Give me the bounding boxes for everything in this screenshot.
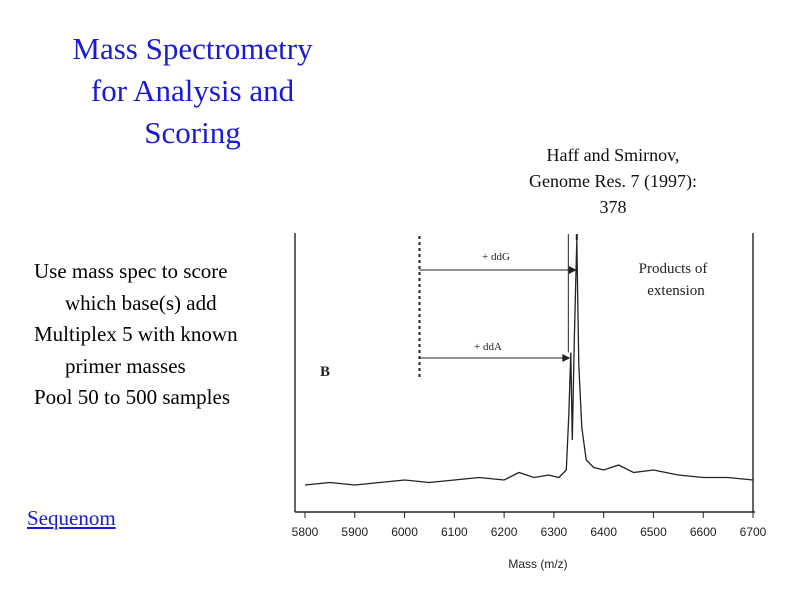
slide-title-line: Mass Spectrometry xyxy=(72,31,313,66)
sequenom-link[interactable]: Sequenom xyxy=(27,506,116,530)
products-label-line: Products of xyxy=(639,261,708,277)
slide-title-line: for Analysis and xyxy=(90,73,295,108)
spectrum-trace xyxy=(304,239,754,486)
x-tick-label: 6200 xyxy=(491,525,518,539)
bullet-item: Pool 50 to 500 samples xyxy=(34,385,231,409)
x-tick-label: 6600 xyxy=(690,525,717,539)
slide-title: Mass Spectrometry for Analysis and Scori… xyxy=(40,28,345,154)
bullet-item: Multiplex 5 with known xyxy=(34,322,238,346)
x-axis-label: Mass (m/z) xyxy=(508,557,567,571)
chart-annotations xyxy=(418,234,578,380)
x-tick-label: 5800 xyxy=(292,525,319,539)
x-tick-label: 6500 xyxy=(640,525,667,539)
x-tick-label: 6700 xyxy=(740,525,767,539)
x-axis-ticks: 5800 5900 6000 6100 6200 6300 6400 6500 6600 6700 xyxy=(292,512,767,539)
products-label-line: extension xyxy=(647,283,705,299)
citation-line: Genome Res. 7 (1997): xyxy=(529,171,697,191)
bullet-item: Use mass spec to score xyxy=(34,259,228,283)
slide-title-line: Scoring xyxy=(144,115,241,150)
x-tick-label: 6100 xyxy=(441,525,468,539)
x-tick-label: 6300 xyxy=(541,525,568,539)
ddg-arrow-head xyxy=(568,266,577,274)
panel-label: B xyxy=(320,364,330,380)
x-tick-label: 6400 xyxy=(590,525,617,539)
bullet-list: Use mass spec to score which base(s) add… xyxy=(34,256,304,414)
dda-label: + ddA xyxy=(474,341,502,353)
bullet-subitem: which base(s) add xyxy=(65,290,217,315)
citation-line: 378 xyxy=(599,197,627,217)
citation: Haff and Smirnov, Genome Res. 7 (1997): … xyxy=(498,142,728,220)
citation-line: Haff and Smirnov, xyxy=(546,145,680,165)
chart-axes xyxy=(294,233,755,513)
ddg-label: + ddG xyxy=(482,251,510,263)
spectrum-trace-group xyxy=(304,239,754,486)
x-tick-label: 5900 xyxy=(341,525,368,539)
bullet-subitem: primer masses xyxy=(65,353,186,378)
dda-arrow-head xyxy=(562,354,571,362)
x-tick-label: 6000 xyxy=(391,525,418,539)
